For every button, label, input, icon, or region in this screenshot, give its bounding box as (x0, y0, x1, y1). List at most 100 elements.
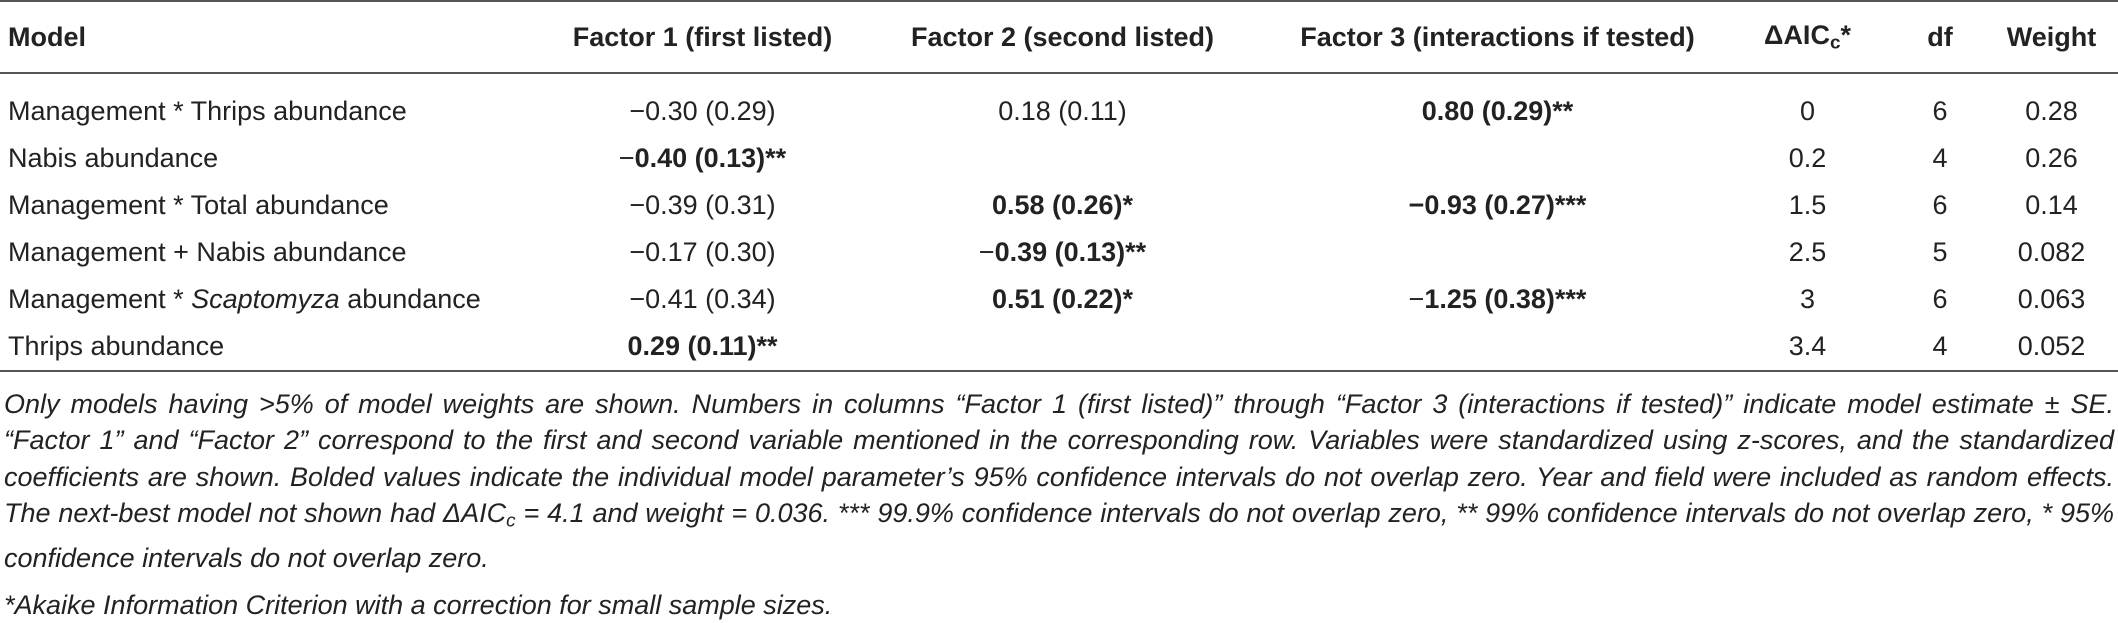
cell-text: 0.14 (2025, 190, 2078, 220)
text-run: − (1408, 284, 1425, 314)
cell-text: 0 (1799, 96, 1816, 126)
table-cell: 0.58 (0.26)* (850, 182, 1275, 229)
cell-text: Management * Thrips abundance (8, 96, 407, 126)
table-cell: 0.51 (0.22)* (850, 276, 1275, 323)
text-run: c (1829, 32, 1841, 54)
cell-text: 2.5 (1788, 237, 1827, 267)
cell-text: Model (8, 21, 86, 52)
header-row: Model Factor 1 (first listed) Factor 2 (se… (0, 0, 2118, 74)
cell-text: Thrips abundance (8, 331, 225, 361)
text-run: = 4.1 and weight = 0.036. *** 99.9% conf… (4, 498, 2114, 574)
cell-text: Factor 2 (second listed) (910, 21, 1215, 52)
cell-text: 6 (1932, 190, 1948, 220)
table-cell: Management + Nabis abundance (0, 229, 555, 276)
table-cell: 0.2 (1720, 135, 1895, 182)
table-cell: Management * Thrips abundance (0, 73, 555, 135)
cell-text: −0.30 (0.29) (629, 96, 776, 126)
cell-text: 0.28 (2025, 96, 2078, 126)
table-cell: 0.063 (1985, 276, 2118, 323)
table-row: Management * Thrips abundance −0.30 (0.29… (0, 73, 2118, 135)
text-run: 0.40 (0.13)** (634, 143, 787, 173)
table-cell: −0.93 (0.27)*** (1275, 182, 1720, 229)
cell-text: *Akaike Information Criterion with a cor… (4, 589, 833, 620)
cell-text: −0.41 (0.34) (629, 284, 776, 314)
table-cell: 0.29 (0.11)** (555, 323, 850, 372)
cell-text: 0.082 (2017, 237, 2086, 267)
table-row: Management * Scaptomyza abundance −0.41 (… (0, 276, 2118, 323)
table-cell: 2.5 (1720, 229, 1895, 276)
table-cell: 0.052 (1985, 323, 2118, 372)
cell-text: 0.26 (2025, 143, 2078, 173)
column-header: Factor 3 (interactions if tested) (1275, 0, 1720, 74)
table-cell (1275, 229, 1720, 276)
column-header: Factor 1 (first listed) (555, 0, 850, 74)
text-run: ΔAIC (1764, 19, 1830, 50)
cell-text: 0.063 (2017, 284, 2086, 314)
table-header: Model Factor 1 (first listed) Factor 2 (se… (0, 0, 2118, 74)
cell-text: 0.2 (1788, 143, 1827, 173)
text-run: 0.58 (0.26)* (991, 190, 1134, 220)
table-cell: Management * Scaptomyza abundance (0, 276, 555, 323)
table-cell: 0.14 (1985, 182, 2118, 229)
table-cell: Management * Total abundance (0, 182, 555, 229)
text-run: 0.51 (0.22)* (991, 284, 1134, 314)
table-cell: −0.39 (0.13)** (850, 229, 1275, 276)
table-cell: 3 (1720, 276, 1895, 323)
table-cell: 4 (1895, 323, 1985, 372)
table-cell: 0.18 (0.11) (850, 73, 1275, 135)
table-cell: 5 (1895, 229, 1985, 276)
table-cell: 3.4 (1720, 323, 1895, 372)
table-cell: 0.80 (0.29)** (1275, 73, 1720, 135)
table-cell: −0.30 (0.29) (555, 73, 850, 135)
table-cell: 0.26 (1985, 135, 2118, 182)
cell-text: Management * Total abundance (8, 190, 389, 220)
table-cell: −0.39 (0.31) (555, 182, 850, 229)
table-cell: −0.41 (0.34) (555, 276, 850, 323)
table-cell: 0.082 (1985, 229, 2118, 276)
table-cell: −0.17 (0.30) (555, 229, 850, 276)
text-run: c (506, 510, 516, 532)
cell-text: 1.5 (1788, 190, 1827, 220)
cell-text: 3.4 (1788, 331, 1827, 361)
table-row: Management * Total abundance −0.39 (0.31)… (0, 182, 2118, 229)
text-run: 0.80 (0.29)** (1421, 96, 1574, 126)
cell-text: Factor 1 (first listed) (572, 21, 833, 52)
text-run: 0.29 (0.11)** (627, 331, 778, 361)
table-cell: 0.28 (1985, 73, 2118, 135)
cell-text: 3 (1799, 284, 1816, 314)
text-run: abundance (339, 284, 481, 314)
table-cell: −0.40 (0.13)** (555, 135, 850, 182)
text-run: − (618, 143, 635, 173)
text-run: 0.39 (0.13)** (994, 237, 1147, 267)
table-cell (1275, 135, 1720, 182)
table-cell (850, 135, 1275, 182)
table-row: Thrips abundance 0.29 (0.11)** 3.4 4 0.052 (0, 323, 2118, 372)
table-cell: 0 (1720, 73, 1895, 135)
text-run: Only models having >5% of model weights … (4, 389, 2114, 529)
table-row: Management + Nabis abundance −0.17 (0.30)… (0, 229, 2118, 276)
column-header: df (1895, 0, 1985, 74)
text-run: Scaptomyza (191, 284, 340, 314)
text-run: −0.93 (0.27)*** (1408, 190, 1587, 220)
table-cell: Nabis abundance (0, 135, 555, 182)
text-run: * (1840, 19, 1851, 50)
cell-text: 4 (1932, 331, 1948, 361)
table-cell: Thrips abundance (0, 323, 555, 372)
cell-text: df (1927, 21, 1953, 52)
cell-text: 6 (1932, 96, 1948, 126)
column-header: Weight (1985, 0, 2118, 74)
table-cell (850, 323, 1275, 372)
table-cell: 4 (1895, 135, 1985, 182)
cell-text: Factor 3 (interactions if tested) (1300, 21, 1695, 52)
cell-text: 6 (1932, 284, 1948, 314)
text-run: Management * (8, 284, 192, 314)
table-cell: 1.5 (1720, 182, 1895, 229)
table-cell: 6 (1895, 73, 1985, 135)
table-row: Nabis abundance −0.40 (0.13)** 0.2 4 0.26 (0, 135, 2118, 182)
column-header: Model (0, 0, 555, 74)
footnote: *Akaike Information Criterion with a cor… (0, 587, 2118, 623)
cell-text: 4 (1932, 143, 1948, 173)
table-cell: 6 (1895, 276, 1985, 323)
cell-text: 0.052 (2017, 331, 2086, 361)
